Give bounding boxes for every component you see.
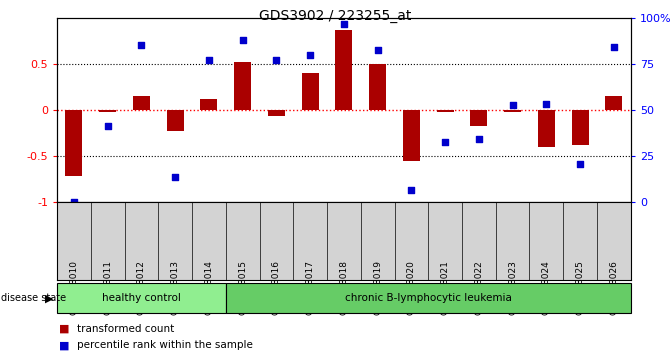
Bar <box>336 30 352 110</box>
Bar <box>572 110 588 145</box>
Point <box>507 102 518 108</box>
Point <box>238 37 248 42</box>
Bar <box>99 110 116 112</box>
Bar <box>225 283 631 313</box>
Text: disease state: disease state <box>1 293 66 303</box>
Bar <box>369 64 386 110</box>
Point <box>406 187 417 193</box>
Point <box>170 174 180 180</box>
Bar <box>201 99 217 110</box>
Point <box>305 52 315 57</box>
Text: chronic B-lymphocytic leukemia: chronic B-lymphocytic leukemia <box>345 293 512 303</box>
Bar <box>470 110 487 126</box>
Point <box>102 124 113 129</box>
Point <box>271 57 282 63</box>
Bar <box>403 110 420 161</box>
Point <box>372 47 383 53</box>
Bar <box>605 96 622 110</box>
Bar <box>57 283 225 313</box>
Point <box>136 42 147 48</box>
Point <box>609 44 619 50</box>
Point <box>474 136 484 142</box>
Text: ■: ■ <box>58 340 69 350</box>
Point <box>575 161 586 167</box>
Text: GDS3902 / 223255_at: GDS3902 / 223255_at <box>259 9 412 23</box>
Point <box>68 199 79 205</box>
Bar <box>538 110 555 147</box>
Text: ▶: ▶ <box>45 293 54 303</box>
Bar <box>302 73 319 110</box>
Bar <box>234 62 251 110</box>
Text: healthy control: healthy control <box>102 293 181 303</box>
Bar <box>268 110 285 116</box>
Text: ■: ■ <box>58 324 69 333</box>
Bar <box>66 110 83 176</box>
Bar <box>504 110 521 112</box>
Point <box>339 21 350 27</box>
Point <box>440 139 450 145</box>
Text: transformed count: transformed count <box>77 324 174 333</box>
Point <box>203 57 214 63</box>
Point <box>541 101 552 107</box>
Bar <box>133 96 150 110</box>
Text: percentile rank within the sample: percentile rank within the sample <box>77 340 253 350</box>
Bar <box>437 110 454 112</box>
Bar <box>166 110 184 131</box>
